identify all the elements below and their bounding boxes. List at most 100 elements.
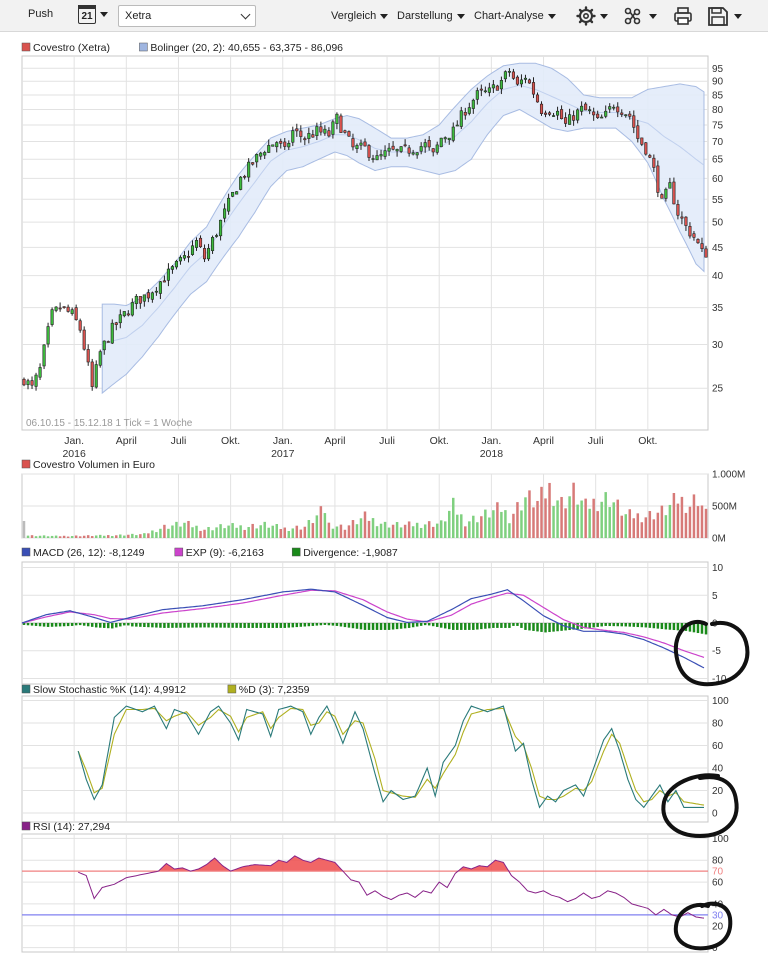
candle [415,152,419,159]
candle-body [118,314,122,324]
volume-bar [620,515,623,538]
menu-darstellung[interactable]: Darstellung [397,10,465,22]
candle-body [363,141,367,147]
divergence-bar [343,623,347,628]
candle [604,105,608,119]
divergence-bar [435,623,439,627]
y-tick-label: 80 [712,105,724,116]
volume-bar [355,524,359,538]
x-tick-label: Juli [588,435,604,447]
x-tick-label: Okt. [221,435,240,447]
y-tick-label: 80 [712,856,724,867]
volume-bar [343,529,347,538]
candle [154,287,158,296]
divergence-bar [395,623,399,630]
divergence-bar [696,623,700,634]
menu-chart-analyse-label: Chart-Analyse [474,10,544,22]
divergence-bar [568,623,571,631]
candle-body [235,191,239,195]
candle [676,199,680,220]
candle [700,237,704,252]
menu-chart-analyse[interactable]: Chart-Analyse [474,10,556,22]
candle [170,265,174,274]
volume-bar [227,525,230,538]
x-tick-label: Jan. [64,435,84,447]
y-tick-label: 30 [712,340,724,351]
candle [263,150,267,159]
divergence-bar [460,623,463,630]
candle [696,238,700,244]
candle-body [684,216,688,226]
volume-bar [155,532,158,538]
candle-body [154,290,158,293]
exchange-select[interactable]: Xetra [118,5,256,27]
volume-bar [62,535,66,538]
divergence-bar [355,623,359,629]
candle-body [383,150,387,157]
divergence-bar [411,623,415,628]
candle [495,84,499,91]
volume-bar [508,523,511,538]
candle [588,106,592,115]
candle [46,322,50,348]
save-icon[interactable] [707,6,743,26]
volume-bar [331,528,335,538]
divergence-bar [592,623,595,628]
divergence-bar [628,623,632,627]
candle-body [178,257,183,262]
candle-body [327,130,331,137]
volume-bar [259,525,262,538]
divergence-bar [448,623,451,630]
volume-bar [223,528,226,538]
candle [648,153,652,159]
candle-body [319,126,323,133]
candle [311,129,315,138]
candle [307,127,311,144]
legend-swatch [291,547,301,557]
candle [451,122,455,143]
volume-bar [676,503,680,538]
drawing-tools-icon[interactable] [624,6,658,26]
candle [672,177,676,205]
divergence-bar [167,623,170,628]
divergence-bar [464,623,467,630]
volume-bar [359,518,363,538]
volume-bar [411,526,415,538]
candle [507,68,511,77]
divergence-bar [98,623,102,628]
divergence-bar [66,623,70,627]
divergence-bar [484,623,487,629]
push-button[interactable]: Push [28,8,54,20]
candle [34,372,38,391]
candle-body [347,131,351,137]
volume-bar [383,521,387,538]
volume-bar [147,533,150,538]
gear-icon[interactable] [576,6,608,26]
candle-body [114,322,118,325]
candle-body [523,77,528,80]
candle-body [527,79,532,84]
divergence-bar [119,623,122,627]
menu-vergleich[interactable]: Vergleich [331,10,389,22]
candle-body [247,161,251,178]
print-icon[interactable] [673,6,693,26]
divergence-bar [42,623,46,627]
volume-bar [423,524,427,538]
y-tick-label: 35 [712,303,724,314]
divergence-bar [363,623,367,630]
candle-body [596,113,600,118]
divergence-bar [207,623,210,628]
candle-body [479,88,483,91]
chart-area: Covestro (Xetra) Bolinger (20, 2): 40,655… [21,42,750,954]
divergence-bar [195,623,198,628]
y-tick-label: 20 [712,921,724,932]
volume-bar [664,515,668,538]
candle [114,321,118,331]
volume-bar [488,517,491,538]
candle [235,191,239,195]
divergence-bar [331,623,335,626]
calendar-dropdown[interactable]: 21 [78,5,108,24]
candle-body [227,197,231,212]
divergence-bar [524,623,527,630]
y-tick-label: 60 [712,741,724,752]
